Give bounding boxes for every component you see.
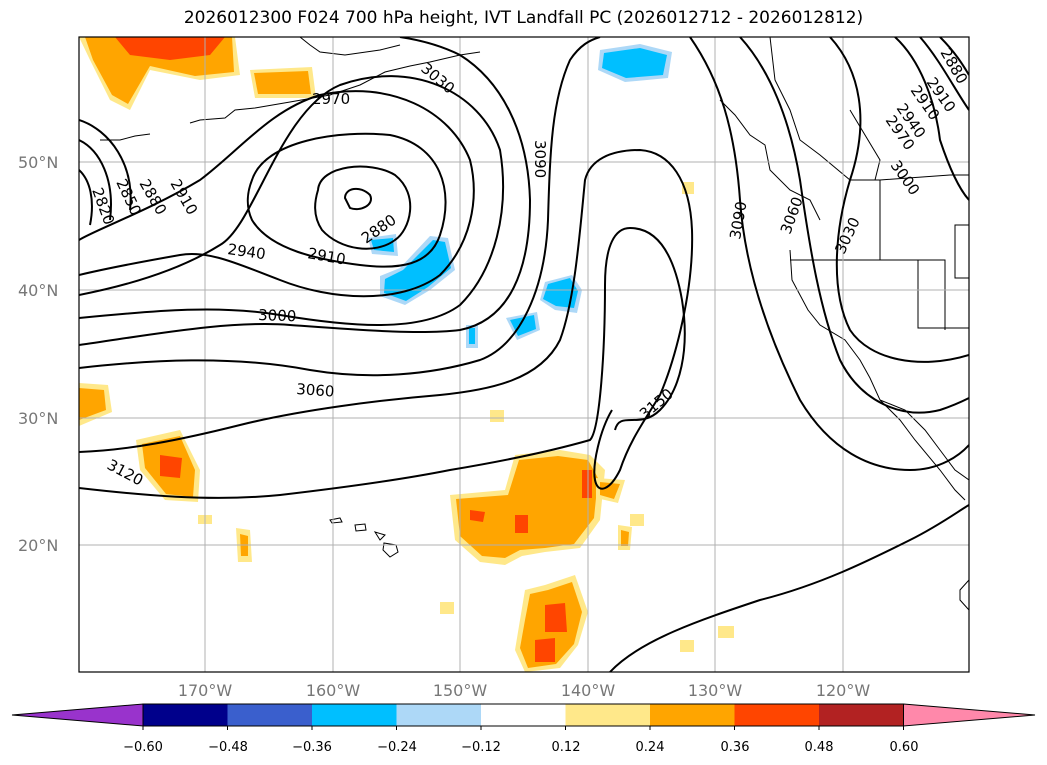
colorbar bbox=[11, 703, 1036, 730]
colorbar-segment bbox=[565, 704, 651, 726]
lon-label: 170°W bbox=[178, 681, 233, 700]
lat-label: 50°N bbox=[18, 153, 58, 172]
colorbar-tick-label: 0.36 bbox=[721, 740, 750, 755]
lat-label: 20°N bbox=[18, 536, 58, 555]
colorbar-segment bbox=[227, 704, 313, 726]
colorbar-segment bbox=[143, 704, 228, 726]
map-frame bbox=[78, 36, 970, 673]
colorbar-tick-label: 0.48 bbox=[805, 740, 834, 755]
colorbar-tick-label: −0.36 bbox=[292, 740, 332, 755]
longitude-labels: 170°W 160°W 150°W 140°W 130°W 120°W bbox=[178, 681, 871, 700]
colorbar-tick-label: 0.24 bbox=[636, 740, 665, 755]
ivt-negative-shading bbox=[368, 44, 672, 348]
colorbar-tick-label: 0.60 bbox=[890, 740, 919, 755]
lon-label: 120°W bbox=[816, 681, 871, 700]
contour-label: 2940 bbox=[226, 240, 266, 263]
height-contours bbox=[79, 37, 969, 672]
lon-label: 130°W bbox=[688, 681, 743, 700]
colorbar-tick-label: −0.60 bbox=[123, 740, 163, 755]
lon-label: 160°W bbox=[306, 681, 361, 700]
colorbar-segment bbox=[481, 704, 566, 726]
lon-label: 140°W bbox=[561, 681, 616, 700]
latitude-labels: 50°N 40°N 30°N 20°N bbox=[18, 153, 58, 555]
map-area: 2820 2850 2880 2910 2880 2910 2940 3000 … bbox=[79, 37, 969, 672]
colorbar-segment bbox=[734, 704, 820, 726]
contour-label: 3090 bbox=[531, 140, 549, 178]
lat-label: 40°N bbox=[18, 281, 58, 300]
colorbar-tick-labels: −0.60 −0.48 −0.36 −0.24 −0.12 0.12 0.24 … bbox=[123, 740, 918, 755]
contour-label: 3060 bbox=[296, 380, 335, 401]
contour-label: 3000 bbox=[258, 306, 297, 325]
lat-label: 30°N bbox=[18, 409, 58, 428]
gridlines bbox=[79, 37, 969, 672]
colorbar-segment bbox=[819, 704, 904, 726]
colorbar-tick-label: −0.12 bbox=[461, 740, 501, 755]
colorbar-segment bbox=[396, 704, 482, 726]
contour-label: 2970 bbox=[312, 90, 350, 108]
colorbar-outline bbox=[142, 703, 904, 727]
map-title: 2026012300 F024 700 hPa height, IVT Land… bbox=[183, 8, 864, 28]
colorbar-extend-high bbox=[903, 703, 1036, 727]
colorbar-tick-label: −0.48 bbox=[208, 740, 248, 755]
colorbar-segment bbox=[312, 704, 397, 726]
colorbar-extend-low bbox=[11, 703, 144, 727]
lon-label: 150°W bbox=[433, 681, 488, 700]
colorbar-segment bbox=[650, 704, 735, 726]
colorbar-tick-label: −0.24 bbox=[377, 740, 417, 755]
colorbar-tick-label: 0.12 bbox=[552, 740, 581, 755]
ivt-positive-shading bbox=[79, 37, 734, 672]
